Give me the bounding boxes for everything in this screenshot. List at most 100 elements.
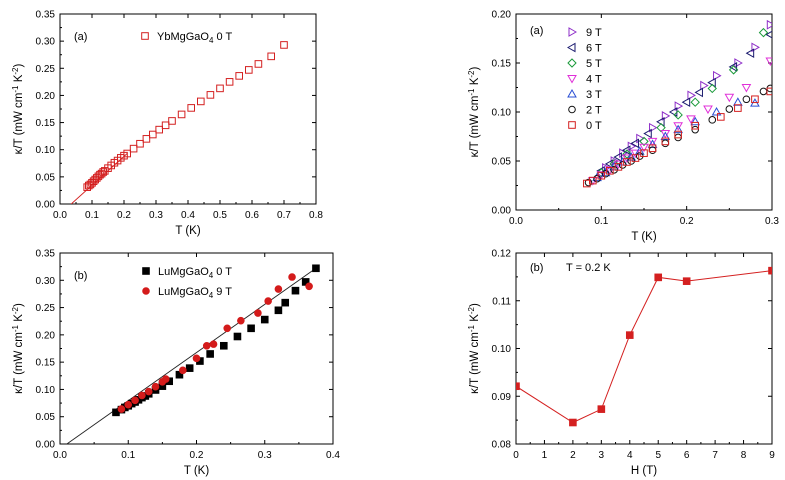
data-point bbox=[155, 125, 163, 134]
data-point bbox=[765, 30, 772, 39]
data-point bbox=[123, 149, 132, 158]
x-tick-label: 0.8 bbox=[309, 210, 323, 221]
x-tick-label: 0.0 bbox=[509, 216, 523, 227]
data-point bbox=[711, 106, 722, 116]
y-axis-label: κ/T (mW cm-1 K-2) bbox=[467, 66, 481, 157]
fit-line bbox=[66, 267, 317, 444]
data-point bbox=[177, 110, 186, 119]
data-point bbox=[643, 128, 652, 139]
data-point bbox=[274, 306, 283, 315]
data-point bbox=[138, 391, 146, 400]
data-point bbox=[623, 158, 631, 166]
x-tick-label: 0.3 bbox=[765, 216, 779, 227]
data-point bbox=[247, 324, 255, 333]
data-point bbox=[237, 316, 245, 325]
legend-label: LuMgGaO4 9 T bbox=[158, 286, 232, 300]
data-point bbox=[626, 152, 637, 161]
series-2 bbox=[596, 27, 769, 178]
y-tick-label: 0.00 bbox=[36, 200, 56, 211]
data-point bbox=[673, 124, 683, 134]
data-point bbox=[161, 121, 170, 130]
data-point bbox=[687, 90, 696, 101]
legend-marker bbox=[142, 267, 150, 275]
legend-label: 0 T bbox=[586, 120, 602, 132]
data-point bbox=[187, 104, 195, 112]
y-tick-label: 0.10 bbox=[492, 344, 512, 355]
data-point bbox=[725, 105, 734, 113]
data-point bbox=[648, 144, 657, 153]
x-tick-label: 0.3 bbox=[149, 210, 163, 221]
data-point bbox=[728, 65, 739, 75]
data-point bbox=[144, 387, 153, 396]
y-tick-label: 0.00 bbox=[36, 440, 56, 451]
x-tick-label: 0.0 bbox=[53, 210, 67, 221]
y-tick-label: 0.15 bbox=[36, 118, 56, 129]
y-tick-label: 0.30 bbox=[36, 276, 56, 287]
data-point bbox=[291, 286, 300, 295]
x-tick-label: 0.5 bbox=[213, 210, 227, 221]
y-tick-label: 0.12 bbox=[492, 249, 512, 260]
data-point bbox=[691, 125, 700, 134]
data-point bbox=[192, 354, 201, 363]
x-tick-label: 0.1 bbox=[85, 210, 99, 221]
data-point bbox=[149, 130, 157, 139]
temperature-annotation: T = 0.2 K bbox=[566, 262, 611, 274]
data-point bbox=[703, 105, 713, 115]
data-point bbox=[661, 137, 670, 146]
y-tick-label: 0.10 bbox=[36, 385, 56, 396]
legend-label: 6 T bbox=[586, 43, 602, 55]
x-tick-label: 7 bbox=[712, 450, 718, 461]
data-point bbox=[225, 78, 234, 86]
series-1 bbox=[117, 273, 313, 413]
data-point bbox=[179, 366, 187, 375]
data-point bbox=[766, 87, 772, 96]
panel-label: (b) bbox=[74, 270, 87, 282]
data-point bbox=[766, 19, 772, 30]
data-point bbox=[604, 159, 614, 169]
x-tick-label: 0.1 bbox=[121, 450, 135, 461]
x-tick-label: 0.3 bbox=[258, 450, 272, 461]
x-tick-label: 0.1 bbox=[594, 216, 608, 227]
data-point bbox=[254, 60, 263, 68]
data-point bbox=[220, 341, 228, 350]
data-point bbox=[648, 146, 657, 155]
data-point bbox=[274, 285, 283, 293]
y-tick-label: 0.30 bbox=[36, 37, 56, 48]
y-tick-label: 0.20 bbox=[36, 330, 56, 341]
chart-field-dependence-at-0.2K: 0 1 2 3 4 5 6 7 8 9 0.08 0.09 0.10 0.11 0.12 H (T) κ/T (… bbox=[467, 249, 775, 478]
data-point bbox=[690, 116, 701, 126]
x-tick-label: 0 bbox=[513, 450, 519, 461]
data-point bbox=[312, 264, 320, 273]
legend-label: 4 T bbox=[586, 74, 602, 86]
data-point bbox=[614, 163, 623, 171]
data-point bbox=[681, 97, 691, 108]
x-tick-label: 4 bbox=[627, 450, 633, 461]
legend-marker bbox=[568, 105, 576, 114]
y-tick-label: 0.11 bbox=[492, 296, 511, 307]
data-point bbox=[254, 309, 262, 317]
data-point bbox=[647, 137, 658, 147]
chart-yb-mggao4-zero-field: 0.0 0.1 0.2 0.3 0.4 0.5 0.6 0.7 0.8 0.00 0.05 0.10 0… bbox=[11, 10, 323, 238]
x-axis-label: H (T) bbox=[631, 465, 657, 477]
series-0 bbox=[83, 41, 288, 191]
data-point bbox=[765, 57, 772, 67]
data-point bbox=[674, 130, 682, 139]
data-point bbox=[751, 95, 759, 104]
data-point bbox=[745, 48, 755, 59]
data-point bbox=[131, 396, 139, 405]
x-axis-label: T (K) bbox=[631, 231, 657, 243]
data-point bbox=[202, 341, 211, 350]
data-point bbox=[597, 405, 606, 413]
x-tick-label: 1 bbox=[542, 450, 548, 461]
x-tick-label: 6 bbox=[684, 450, 690, 461]
data-point bbox=[661, 111, 671, 121]
x-tick-label: 0.2 bbox=[190, 450, 204, 461]
data-point bbox=[733, 97, 743, 106]
plot-area bbox=[66, 264, 320, 444]
data-point bbox=[597, 171, 606, 180]
y-tick-label: 0.25 bbox=[36, 64, 56, 75]
plot-area bbox=[583, 19, 772, 188]
data-point bbox=[707, 83, 717, 94]
legend-marker bbox=[567, 75, 577, 84]
data-point bbox=[584, 178, 593, 187]
